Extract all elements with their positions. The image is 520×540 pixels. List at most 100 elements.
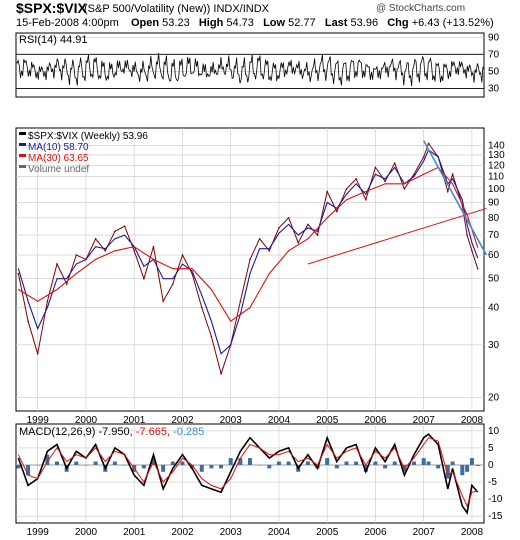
ma10-series-point xyxy=(317,230,319,232)
rsi-tick-label: 70 xyxy=(488,49,500,60)
price-year-label: 2005 xyxy=(316,415,339,426)
high-label: High xyxy=(198,17,224,29)
macd-histogram-bar xyxy=(26,464,31,476)
price-series-point xyxy=(46,300,49,303)
macd-histogram-bar xyxy=(238,458,243,465)
red-trendline xyxy=(307,207,487,265)
price-year-label: 1999 xyxy=(27,415,50,426)
macd-histogram-bar xyxy=(286,461,291,465)
price-series-point xyxy=(143,277,145,280)
macd-histogram-bar xyxy=(93,461,98,465)
macd-tick-label: 0 xyxy=(488,460,494,471)
price-series-point xyxy=(249,258,251,261)
price-series-point xyxy=(220,372,222,375)
macd-tick-label: -15 xyxy=(488,511,503,522)
macd-histogram-bar xyxy=(74,461,79,465)
last-value: 53.96 xyxy=(350,17,379,29)
price-tick-label: 50 xyxy=(488,274,500,285)
macd-histogram-bar xyxy=(344,461,349,465)
rsi-tick-label: 50 xyxy=(488,66,500,77)
ma10-series-point xyxy=(172,278,174,280)
macd-title-name: MACD(12,26,9) -7.950, xyxy=(19,426,136,438)
price-series-point xyxy=(172,283,174,285)
price-series-point xyxy=(326,190,328,193)
chart-symbol: $SPX:$VIX xyxy=(16,0,87,16)
macd-histogram-bar xyxy=(219,464,224,469)
ma10-series-point xyxy=(104,248,106,250)
macd-histogram-bar xyxy=(460,464,465,476)
ma30-series-point xyxy=(268,273,270,275)
price-series-point xyxy=(104,250,107,252)
rsi-tick-label: 90 xyxy=(488,32,500,43)
legend-price-label: $SPX:$VIX (Weekly) 53.96 xyxy=(28,131,148,142)
low-label: Low xyxy=(263,17,286,29)
macd-histogram-bar xyxy=(383,464,388,469)
price-series-point xyxy=(181,254,184,256)
macd-year-label: 2004 xyxy=(268,527,291,538)
stockcharts-watermark: @ StockCharts.com xyxy=(376,3,466,14)
price-series-point xyxy=(17,272,20,275)
macd-histogram-bar xyxy=(141,464,146,469)
macd-tick-label: 5 xyxy=(488,443,494,454)
ma30-series-point xyxy=(210,288,212,290)
ma30-series-line xyxy=(18,166,479,322)
chg-value: +6.43 (+13.52%) xyxy=(411,17,494,29)
price-series-point xyxy=(374,166,377,169)
macd-histogram-bar xyxy=(465,464,470,472)
macd-histogram-bar xyxy=(325,458,330,465)
macd-year-label: 2003 xyxy=(220,527,243,538)
ma30-series-point xyxy=(307,238,309,240)
price-series-point xyxy=(56,263,58,265)
ma30-series-point xyxy=(172,268,174,270)
price-year-label: 2007 xyxy=(413,415,436,426)
ma10-series-point xyxy=(268,248,270,250)
macd-histogram-bar xyxy=(354,461,359,465)
price-series-point xyxy=(152,245,155,248)
legend-volume-label: Volume undef xyxy=(28,164,89,175)
rsi-line xyxy=(15,52,485,87)
macd-signal-value: -7.665, xyxy=(136,426,173,438)
price-series-point xyxy=(123,225,126,227)
macd-histogram-bar xyxy=(45,454,50,465)
price-series-point xyxy=(297,241,300,244)
price-panel-frame xyxy=(15,127,485,412)
macd-histogram-bar xyxy=(257,464,262,466)
macd-histogram-bar xyxy=(248,458,252,465)
price-tick-label: 60 xyxy=(488,250,500,261)
ma10-series-point xyxy=(85,258,87,260)
ma10-series-point xyxy=(56,278,58,280)
macd-year-label: 2000 xyxy=(75,527,98,538)
macd-histogram-bar xyxy=(161,464,166,472)
price-tick-label: 70 xyxy=(488,230,500,241)
price-series-point xyxy=(94,238,97,240)
price-tick-label: 110 xyxy=(488,172,504,183)
ma30-series-point xyxy=(114,250,116,252)
ma10-series-line xyxy=(17,149,479,355)
quote-date: 15-Feb-2008 4:00pm xyxy=(16,17,119,29)
ma10-series-point xyxy=(46,307,48,309)
ma10-series-point xyxy=(249,273,251,275)
price-series-point xyxy=(466,234,468,236)
price-series-point xyxy=(114,230,116,233)
macd-histogram-bar xyxy=(334,464,339,469)
macd-histogram-bar xyxy=(276,461,281,465)
blue-trendline xyxy=(422,140,488,256)
price-series-point xyxy=(258,238,261,240)
price-year-label: 2000 xyxy=(75,415,98,426)
price-series-point xyxy=(133,250,136,252)
ma10-series-point xyxy=(307,227,309,229)
price-series-point xyxy=(200,306,203,309)
macd-signal-line xyxy=(17,437,478,508)
price-series-point xyxy=(413,173,415,176)
quote-line: 15-Feb-2008 4:00pm Open 53.23 High 54.73… xyxy=(16,17,494,29)
ma30-series-point xyxy=(56,288,58,290)
macd-histogram-bar xyxy=(392,461,397,465)
price-tick-label: 140 xyxy=(488,140,505,151)
macd-panel-frame xyxy=(15,423,485,524)
price-series-point xyxy=(287,216,290,219)
ma30-series-point xyxy=(403,183,405,185)
ma10-series-point xyxy=(394,166,396,168)
high-value: 54.73 xyxy=(226,17,254,29)
price-series-point xyxy=(36,352,39,355)
ma30-series-point xyxy=(191,268,193,270)
